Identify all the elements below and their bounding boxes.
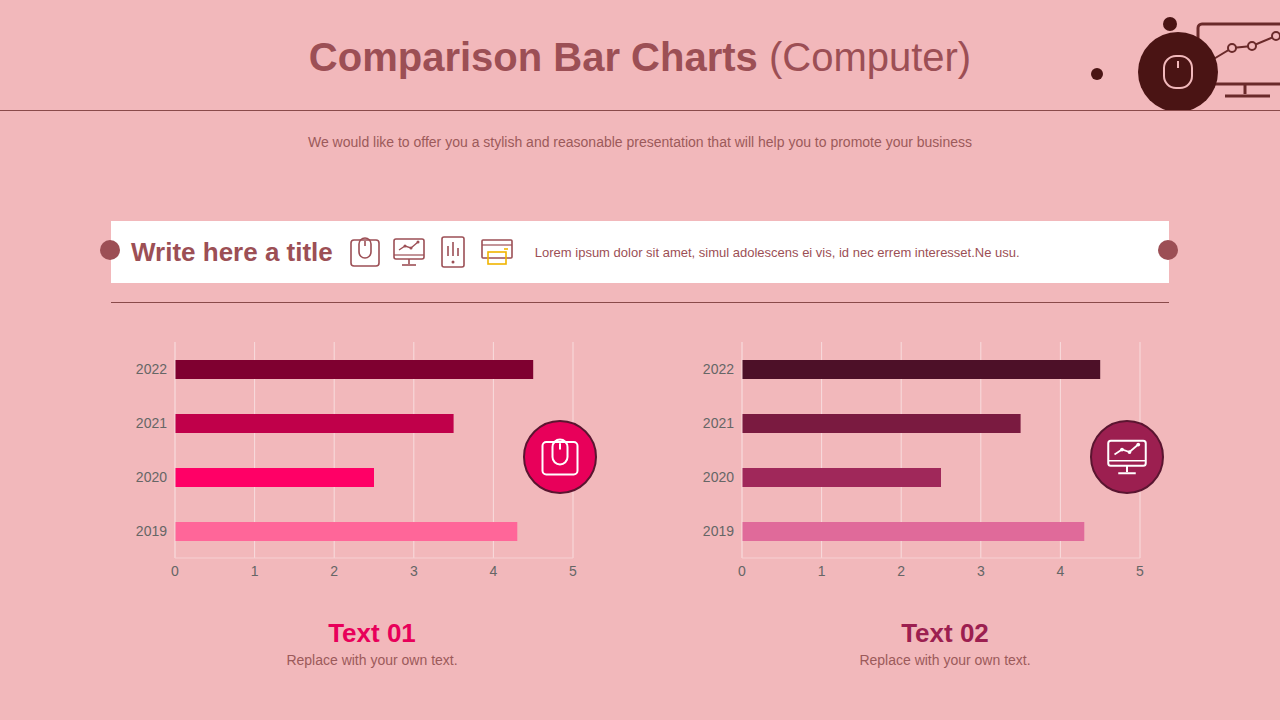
svg-text:5: 5 — [569, 563, 577, 579]
svg-text:2021: 2021 — [136, 415, 167, 431]
svg-text:4: 4 — [490, 563, 498, 579]
html-text:Comparison Bar Charts (Compute: Comparison Bar Charts (Computer) — [308, 35, 972, 79]
svg-text:2020: 2020 — [703, 469, 734, 485]
svg-text:2019: 2019 — [136, 523, 167, 539]
svg-text:2020: 2020 — [136, 469, 167, 485]
svg-text:0: 0 — [738, 563, 746, 579]
html-text:Text 01: Text 01 — [328, 618, 416, 648]
svg-text:2: 2 — [897, 563, 905, 579]
svg-text:5: 5 — [1136, 563, 1144, 579]
svg-text:4: 4 — [1057, 563, 1065, 579]
html-text:Lorem ipsum dolor sit amet, si: Lorem ipsum dolor sit amet, simul adoles… — [534, 244, 1020, 260]
svg-text:1: 1 — [251, 563, 259, 579]
svg-text:2022: 2022 — [703, 361, 734, 377]
svg-text:2019: 2019 — [703, 523, 734, 539]
svg-text:2021: 2021 — [703, 415, 734, 431]
html-text:Text 02: Text 02 — [901, 618, 989, 648]
svg-text:3: 3 — [410, 563, 418, 579]
html-text:Replace with your own text.: Replace with your own text. — [286, 652, 458, 668]
svg-text:1: 1 — [818, 563, 826, 579]
svg-text:3: 3 — [977, 563, 985, 579]
svg-text:2022: 2022 — [136, 361, 167, 377]
svg-text:2: 2 — [330, 563, 338, 579]
html-text:Replace with your own text.: Replace with your own text. — [859, 652, 1031, 668]
html-text:Write here a title: Write here a title — [131, 236, 333, 267]
svg-text:0: 0 — [171, 563, 179, 579]
html-text:We would like to offer you a s: We would like to offer you a stylish and… — [308, 134, 972, 150]
